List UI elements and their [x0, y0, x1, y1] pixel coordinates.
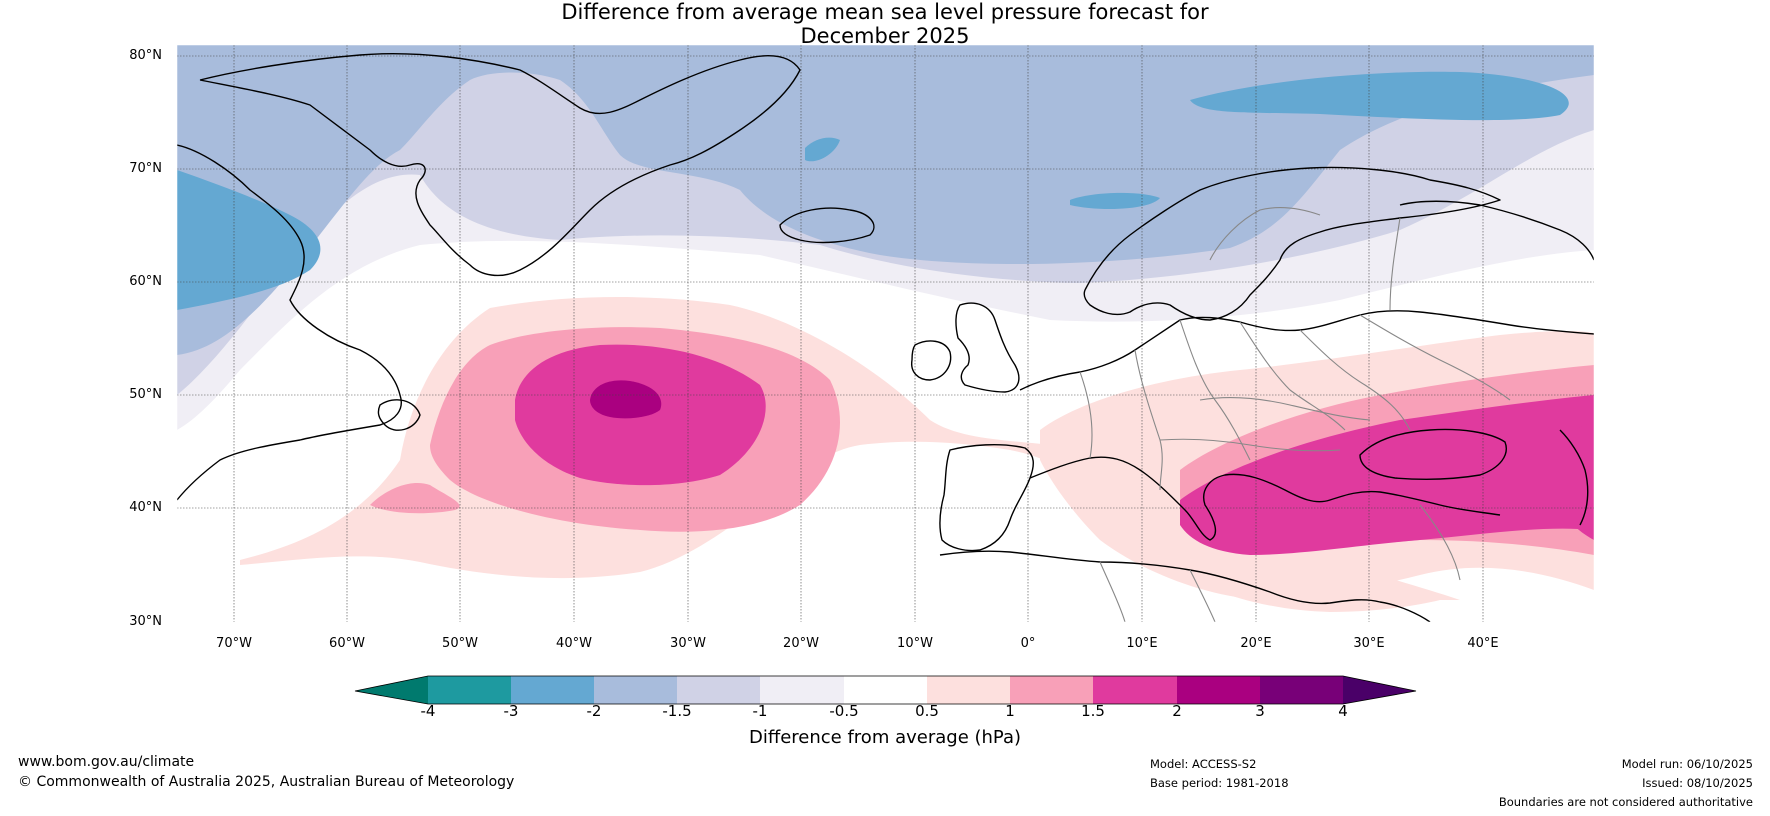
- border-7: [1199, 397, 1371, 421]
- border-1: [1079, 371, 1093, 459]
- country-borders: [1079, 206, 1511, 622]
- colorbar-seg-1: [428, 676, 511, 704]
- colorbar-tick: 1.5: [1081, 702, 1105, 720]
- ireland-coast: [911, 340, 952, 381]
- colorbar-seg-4: [677, 676, 760, 704]
- north-africa-coast: [939, 550, 1431, 622]
- field-pos-1-small: [370, 482, 460, 514]
- kola-coast: [1399, 200, 1594, 261]
- iceland-coast: [779, 207, 875, 244]
- lat-label-40n: 40°N: [129, 500, 162, 515]
- lon-label-30e: 30°E: [1353, 636, 1385, 651]
- field-neg-3b: [1190, 71, 1569, 121]
- border-2: [1134, 349, 1163, 491]
- lon-label-10w: 10°W: [897, 636, 933, 651]
- lat-label-30n: 30°N: [129, 614, 162, 629]
- colorbar-seg-11: [1260, 676, 1343, 704]
- greenland-coast: [199, 53, 801, 277]
- title-line-2: December 2025: [800, 24, 970, 48]
- border-12: [1099, 561, 1126, 622]
- border-8: [1159, 438, 1341, 452]
- colorbar-tick: 4: [1338, 702, 1348, 720]
- website-link[interactable]: www.bom.gov.au/climate: [18, 754, 195, 770]
- scandinavia-coast: [1083, 166, 1501, 321]
- border-10: [1389, 217, 1401, 311]
- colorbar-seg-5: [760, 676, 844, 704]
- model-run-text: Model run: 06/10/2025: [1621, 757, 1753, 771]
- lon-label-40e: 40°E: [1467, 636, 1499, 651]
- field-neg-3a: [177, 170, 321, 310]
- colorbar-seg-6: [844, 676, 927, 704]
- colorbar-outline: [354, 675, 1417, 705]
- field-pos-2-east: [1550, 422, 1594, 540]
- colorbar-tick: -1: [752, 702, 768, 720]
- lon-label-40w: 40°W: [556, 636, 592, 651]
- lon-label-30w: 30°W: [670, 636, 706, 651]
- coastlines: [177, 53, 1594, 622]
- colorbar-tick: -4: [420, 702, 436, 720]
- field-pos-1.5-bsea: [1400, 457, 1455, 475]
- lon-label-0: 0°: [1020, 636, 1036, 651]
- colorbar-tick: -3: [503, 702, 519, 720]
- lon-label-70w: 70°W: [216, 636, 252, 651]
- canada-coast: [177, 144, 402, 501]
- field-neg-3d: [805, 137, 840, 162]
- colorbar-high-extend: [1343, 676, 1416, 704]
- colorbar-seg-3: [594, 676, 677, 704]
- iberia-coast: [939, 444, 1034, 552]
- lat-label-50n: 50°N: [129, 387, 162, 402]
- mediterranean-north-coast: [1029, 456, 1501, 541]
- lat-label-70n: 70°N: [129, 161, 162, 176]
- field-neg-2: [177, 45, 1594, 355]
- field-pos-2-atlantic: [590, 380, 662, 419]
- graticule: [177, 45, 1594, 622]
- border-13: [1189, 569, 1216, 622]
- black-sea-coast: [1359, 428, 1507, 480]
- colorbar-tick: 0.5: [915, 702, 939, 720]
- copyright-text: © Commonwealth of Australia 2025, Austra…: [18, 774, 515, 790]
- map-title: Difference from average mean sea level p…: [0, 0, 1770, 48]
- model-text: Model: ACCESS-S2: [1150, 757, 1257, 771]
- colorbar-tick: -2: [586, 702, 602, 720]
- lat-label-60n: 60°N: [129, 274, 162, 289]
- anomaly-fields: [177, 45, 1594, 612]
- field-neg-3c: [1070, 192, 1160, 210]
- base-period-text: Base period: 1981-2018: [1150, 776, 1289, 790]
- issued-text: Issued: 08/10/2025: [1642, 776, 1753, 790]
- colorbar-tick: 2: [1172, 702, 1182, 720]
- colorbar-seg-10: [1177, 676, 1260, 704]
- colorbar-tick: 3: [1255, 702, 1265, 720]
- lon-label-50w: 50°W: [442, 636, 478, 651]
- lon-label-60w: 60°W: [329, 636, 365, 651]
- colorbar-tick: -1.5: [662, 702, 692, 720]
- colorbar-tick: -0.5: [829, 702, 859, 720]
- border-11: [1419, 504, 1461, 581]
- british-isles-coast: [955, 302, 1020, 393]
- title-line-1: Difference from average mean sea level p…: [561, 0, 1209, 24]
- border-5: [1299, 329, 1411, 431]
- lat-label-80n: 80°N: [129, 48, 162, 63]
- colorbar-low-extend: [355, 676, 428, 704]
- border-3: [1179, 319, 1251, 461]
- colorbar-seg-7: [927, 676, 1010, 704]
- border-9: [1209, 206, 1321, 261]
- colorbar-label: Difference from average (hPa): [748, 727, 1022, 748]
- lon-label-20w: 20°W: [783, 636, 819, 651]
- lon-label-20e: 20°E: [1240, 636, 1272, 651]
- colorbar-seg-9: [1093, 676, 1177, 704]
- border-6: [1359, 314, 1511, 401]
- europe-mainland-coast: [1019, 310, 1594, 391]
- lon-label-10e: 10°E: [1126, 636, 1158, 651]
- border-4: [1239, 321, 1346, 431]
- disclaimer-text: Boundaries are not considered authoritat…: [1498, 795, 1753, 809]
- colorbar-seg-2: [511, 676, 594, 704]
- caspian-coast: [1559, 429, 1589, 526]
- colorbar-tick: 1: [1005, 702, 1015, 720]
- newfoundland-coast: [377, 399, 421, 431]
- colorbar-seg-8: [1010, 676, 1093, 704]
